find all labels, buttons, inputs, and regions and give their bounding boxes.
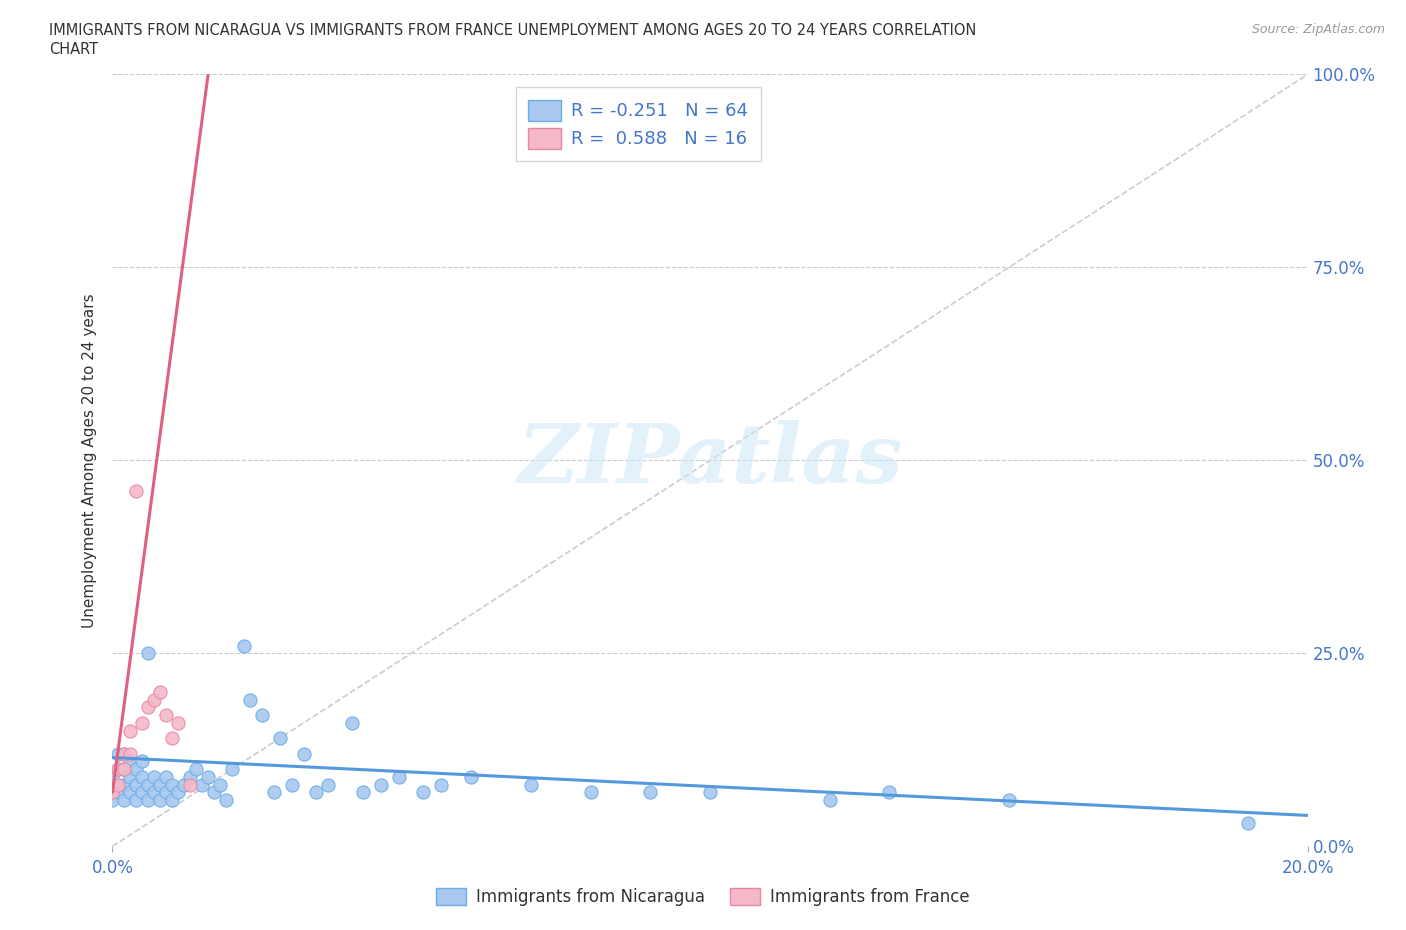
Point xyxy=(114,777,135,792)
Point xyxy=(120,754,142,769)
Point xyxy=(879,785,901,800)
Point xyxy=(107,785,129,800)
Point xyxy=(138,700,160,715)
Text: ZIPatlas: ZIPatlas xyxy=(517,420,903,500)
Point xyxy=(520,777,543,792)
Text: Source: ZipAtlas.com: Source: ZipAtlas.com xyxy=(1251,23,1385,36)
Point xyxy=(138,646,160,661)
Point xyxy=(125,792,148,807)
Point xyxy=(162,731,183,746)
Point xyxy=(107,762,129,777)
Point xyxy=(101,785,124,800)
Point xyxy=(114,746,135,761)
Point xyxy=(316,777,339,792)
Point xyxy=(179,769,201,784)
Point xyxy=(167,715,190,730)
Point xyxy=(125,762,148,777)
Point xyxy=(120,785,142,800)
Point xyxy=(131,769,153,784)
Point xyxy=(114,792,135,807)
Point xyxy=(107,762,129,777)
Point xyxy=(125,484,148,498)
Point xyxy=(263,785,285,800)
Point xyxy=(215,792,238,807)
Point xyxy=(430,777,453,792)
Point xyxy=(143,692,166,707)
Legend: R = -0.251   N = 64, R =  0.588   N = 16: R = -0.251 N = 64, R = 0.588 N = 16 xyxy=(516,87,761,162)
Point xyxy=(340,715,363,730)
Point xyxy=(197,769,219,784)
Y-axis label: Unemployment Among Ages 20 to 24 years: Unemployment Among Ages 20 to 24 years xyxy=(82,293,97,628)
Point xyxy=(131,754,153,769)
Point xyxy=(114,746,135,761)
Point xyxy=(998,792,1021,807)
Point xyxy=(138,792,160,807)
Point xyxy=(149,777,172,792)
Point xyxy=(149,792,172,807)
Point xyxy=(640,785,662,800)
Text: CHART: CHART xyxy=(49,42,98,57)
Point xyxy=(460,769,482,784)
Point xyxy=(281,777,304,792)
Point xyxy=(191,777,214,792)
Point xyxy=(155,785,177,800)
Point xyxy=(120,724,142,738)
Point xyxy=(269,731,291,746)
Point xyxy=(179,777,201,792)
Point xyxy=(209,777,232,792)
Point xyxy=(221,762,243,777)
Point xyxy=(250,708,273,723)
Point xyxy=(155,708,177,723)
Point xyxy=(412,785,434,800)
Point xyxy=(162,777,183,792)
Point xyxy=(125,777,148,792)
Point xyxy=(239,692,262,707)
Point xyxy=(173,777,195,792)
Point xyxy=(370,777,392,792)
Point xyxy=(292,746,315,761)
Point xyxy=(143,785,166,800)
Point xyxy=(101,769,124,784)
Point xyxy=(131,785,153,800)
Point xyxy=(818,792,841,807)
Point xyxy=(120,746,142,761)
Point xyxy=(186,762,208,777)
Point xyxy=(107,746,129,761)
Point xyxy=(305,785,328,800)
Point xyxy=(155,769,177,784)
Point xyxy=(101,792,124,807)
Point xyxy=(138,777,160,792)
Point xyxy=(1237,816,1260,830)
Point xyxy=(120,769,142,784)
Point xyxy=(167,785,190,800)
Point xyxy=(579,785,602,800)
Text: IMMIGRANTS FROM NICARAGUA VS IMMIGRANTS FROM FRANCE UNEMPLOYMENT AMONG AGES 20 T: IMMIGRANTS FROM NICARAGUA VS IMMIGRANTS … xyxy=(49,23,977,38)
Point xyxy=(131,715,153,730)
Point xyxy=(699,785,721,800)
Point xyxy=(143,769,166,784)
Point xyxy=(149,684,172,699)
Point xyxy=(388,769,411,784)
Point xyxy=(202,785,225,800)
Point xyxy=(114,762,135,777)
Point xyxy=(107,777,129,792)
Legend: Immigrants from Nicaragua, Immigrants from France: Immigrants from Nicaragua, Immigrants fr… xyxy=(429,881,977,912)
Point xyxy=(233,638,256,653)
Point xyxy=(162,792,183,807)
Point xyxy=(114,762,135,777)
Point xyxy=(353,785,375,800)
